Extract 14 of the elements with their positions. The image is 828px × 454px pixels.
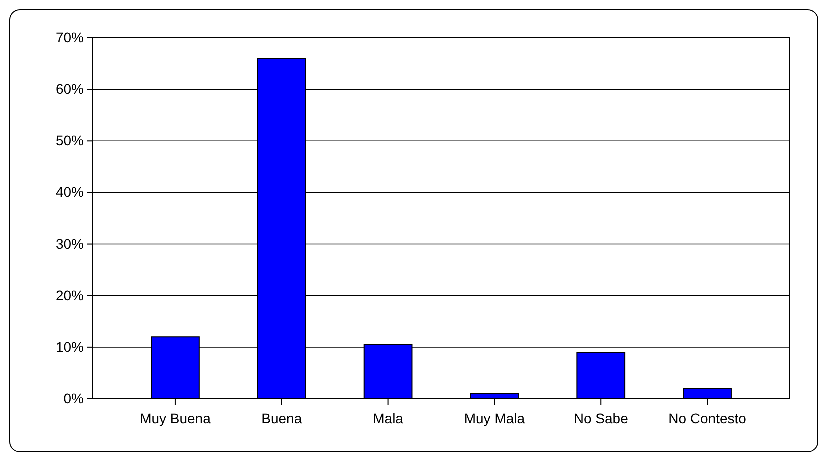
y-tick-label: 20% xyxy=(56,287,84,304)
x-tick-label: Buena xyxy=(262,410,302,426)
x-tick-label: Mala xyxy=(373,410,404,426)
y-tick-label: 50% xyxy=(56,132,84,149)
x-tick-label: No Sabe xyxy=(574,410,629,426)
y-tick-label: 40% xyxy=(56,184,84,200)
y-tick-label: 30% xyxy=(56,236,84,252)
x-tick-label: Muy Buena xyxy=(140,410,212,426)
y-tick-label: 0% xyxy=(64,390,84,406)
x-tick-label: Muy Mala xyxy=(464,410,526,426)
x-tick-label: No Contesto xyxy=(668,410,747,426)
y-tick-label: 60% xyxy=(56,81,84,98)
y-tick-label: 10% xyxy=(56,338,84,355)
y-tick-label: 70% xyxy=(56,29,84,46)
